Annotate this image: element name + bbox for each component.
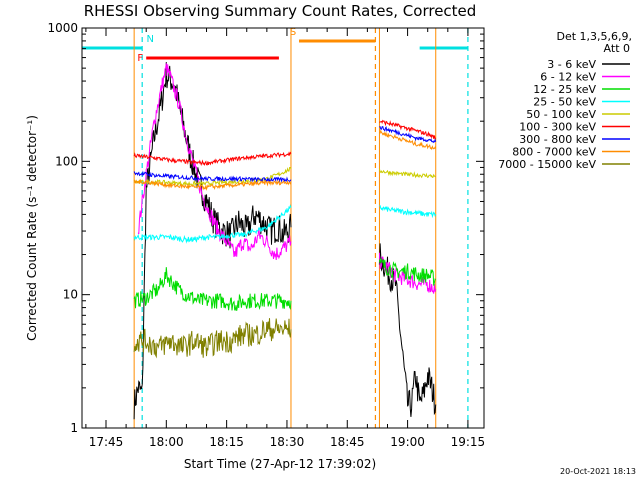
series-6-12keV	[137, 63, 437, 294]
chart-title: RHESSI Observing Summary Count Rates, Co…	[84, 2, 477, 20]
series-line	[133, 318, 292, 359]
x-tick-label: 18:30	[270, 435, 305, 449]
y-tick-label: 1000	[47, 21, 78, 35]
marker-label: S	[290, 27, 296, 38]
marker-label: N	[146, 34, 153, 45]
x-tick-label: 19:15	[451, 435, 486, 449]
legend-label: 12 - 25 keV	[533, 83, 596, 96]
x-tick-label: 19:00	[390, 435, 425, 449]
series-12-25keV	[133, 258, 436, 311]
x-tick-label: 18:00	[149, 435, 184, 449]
y-axis-label: Corrected Count Rate (s⁻¹ detector⁻¹)	[25, 115, 39, 341]
legend-label: 300 - 800 keV	[519, 133, 596, 146]
legend-title: Det 1,3,5,6,9,	[556, 30, 632, 43]
series-line	[137, 63, 292, 261]
series-line	[378, 252, 437, 294]
series-line	[378, 258, 436, 286]
series-line	[133, 204, 292, 244]
legend-label: 6 - 12 keV	[540, 71, 596, 84]
legend-label: 100 - 300 keV	[519, 121, 596, 134]
legend-subtitle: Att 0	[604, 42, 630, 55]
x-tick-label: 18:15	[209, 435, 244, 449]
series-line	[379, 119, 437, 141]
x-axis-label: Start Time (27-Apr-12 17:39:02)	[184, 457, 376, 471]
footer-timestamp: 20-Oct-2021 18:13	[560, 467, 636, 476]
plot-frame	[81, 27, 485, 429]
legend-label: 50 - 100 keV	[526, 108, 596, 121]
legend-label: 25 - 50 keV	[533, 96, 596, 109]
y-tick-label: 10	[63, 288, 78, 302]
legend-label: 7000 - 15000 keV	[498, 158, 596, 171]
series-line	[133, 178, 292, 191]
series-line	[379, 129, 437, 151]
x-tick-label: 18:45	[330, 435, 365, 449]
series-300-800keV	[133, 125, 437, 184]
marker-S: S	[290, 27, 377, 428]
series-line	[379, 125, 437, 144]
series-25-50keV	[133, 204, 437, 244]
series-7000-15000keV	[133, 318, 292, 359]
x-tick-label: 17:45	[89, 435, 124, 449]
series-line	[378, 243, 437, 417]
y-tick-label: 1	[70, 421, 78, 435]
series-line	[378, 168, 436, 179]
series-line	[133, 151, 292, 167]
series-line	[133, 267, 292, 311]
marker-F: F	[137, 53, 279, 64]
series-line	[379, 205, 437, 219]
series-line	[133, 170, 292, 184]
marker-N: N	[81, 28, 469, 428]
legend-label: 800 - 7000 keV	[512, 146, 596, 159]
series-100-300keV	[133, 119, 437, 167]
series-800-7000keV	[133, 129, 437, 191]
y-tick-label: 100	[55, 154, 78, 168]
marker-label: F	[137, 53, 143, 64]
legend-label: 3 - 6 keV	[547, 58, 596, 71]
